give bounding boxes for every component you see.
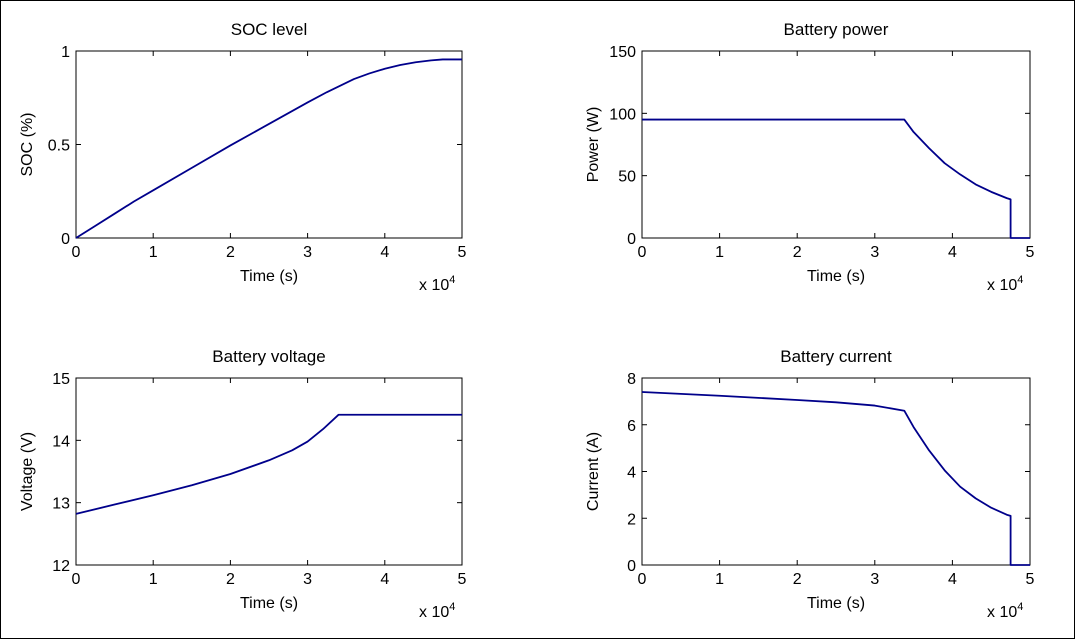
x-tick-label: 2 — [793, 571, 802, 588]
series-line — [642, 118, 1030, 239]
x-tick-label: 4 — [948, 571, 957, 588]
series-line — [75, 58, 462, 239]
chart-title: Battery power — [784, 20, 889, 39]
x-multiplier-base: x 10 — [419, 277, 449, 294]
chart-title: SOC level — [231, 20, 308, 39]
y-tick-label: 150 — [609, 44, 636, 61]
x-tick-label: 2 — [226, 244, 235, 261]
axes-box — [641, 377, 1031, 566]
y-tick-label: 4 — [627, 465, 636, 482]
y-tick-label: 15 — [52, 371, 70, 388]
x-multiplier-exponent: 4 — [1017, 601, 1023, 613]
series-line — [75, 413, 462, 515]
y-tick-label: 14 — [52, 433, 70, 450]
y-axis-label: Voltage (V) — [19, 432, 36, 511]
y-tick-label: 2 — [627, 511, 636, 528]
y-tick-label: 100 — [609, 106, 636, 123]
x-tick-label: 0 — [638, 244, 647, 261]
y-tick-label: 13 — [52, 496, 70, 513]
x-multiplier-base: x 10 — [419, 604, 449, 621]
x-tick-label: 0 — [72, 244, 81, 261]
x-multiplier-exponent: 4 — [449, 274, 455, 286]
y-axis-label: Current (A) — [585, 432, 602, 511]
x-tick-label: 2 — [793, 244, 802, 261]
x-axis-multiplier: x 104 — [419, 274, 455, 294]
x-tick-label: 0 — [72, 571, 81, 588]
axes-box — [75, 50, 463, 239]
axes-box — [75, 377, 463, 566]
y-tick-label: 0.5 — [48, 138, 70, 155]
series-line — [641, 391, 1030, 566]
x-tick-label: 3 — [870, 244, 879, 261]
x-tick-label: 3 — [303, 244, 312, 261]
x-tick-label: 3 — [870, 571, 879, 588]
y-tick-label: 1 — [61, 44, 70, 61]
y-tick-label: 8 — [627, 371, 636, 388]
y-tick-label: 12 — [52, 558, 70, 575]
x-axis-multiplier: x 104 — [987, 601, 1023, 621]
x-tick-label: 4 — [380, 571, 389, 588]
x-axis-label: Time (s) — [807, 595, 865, 612]
x-axis-multiplier: x 104 — [419, 601, 455, 621]
y-axis-label: Power (W) — [585, 107, 602, 183]
x-multiplier-base: x 10 — [987, 277, 1017, 294]
x-tick-label: 4 — [380, 244, 389, 261]
x-tick-label: 4 — [948, 244, 957, 261]
x-tick-label: 5 — [1026, 244, 1035, 261]
y-tick-label: 0 — [61, 231, 70, 248]
x-axis-label: Time (s) — [807, 268, 865, 285]
x-tick-label: 1 — [149, 571, 158, 588]
x-tick-label: 3 — [303, 571, 312, 588]
x-tick-label: 5 — [1026, 571, 1035, 588]
x-tick-label: 5 — [458, 571, 467, 588]
x-axis-label: Time (s) — [240, 268, 298, 285]
y-tick-label: 50 — [618, 169, 636, 186]
subplot-4: 0 1 2 3 4 5 0 2 4 6 8 Battery current Time (s) Curren… — [585, 347, 1035, 621]
x-tick-label: 1 — [149, 244, 158, 261]
y-tick-label: 0 — [627, 231, 636, 248]
x-tick-label: 1 — [715, 244, 724, 261]
x-tick-label: 5 — [458, 244, 467, 261]
x-multiplier-exponent: 4 — [1017, 274, 1023, 286]
x-tick-label: 2 — [226, 571, 235, 588]
chart-title: Battery current — [780, 347, 892, 366]
chart-title: Battery voltage — [212, 347, 325, 366]
axes-box — [641, 50, 1031, 239]
y-tick-label: 0 — [627, 558, 636, 575]
x-axis-label: Time (s) — [240, 595, 298, 612]
x-multiplier-exponent: 4 — [449, 601, 455, 613]
x-axis-multiplier: x 104 — [987, 274, 1023, 294]
y-axis-label: SOC (%) — [19, 113, 36, 177]
x-tick-label: 0 — [638, 571, 647, 588]
y-tick-label: 6 — [627, 418, 636, 435]
x-tick-label: 1 — [715, 571, 724, 588]
x-multiplier-base: x 10 — [987, 604, 1017, 621]
